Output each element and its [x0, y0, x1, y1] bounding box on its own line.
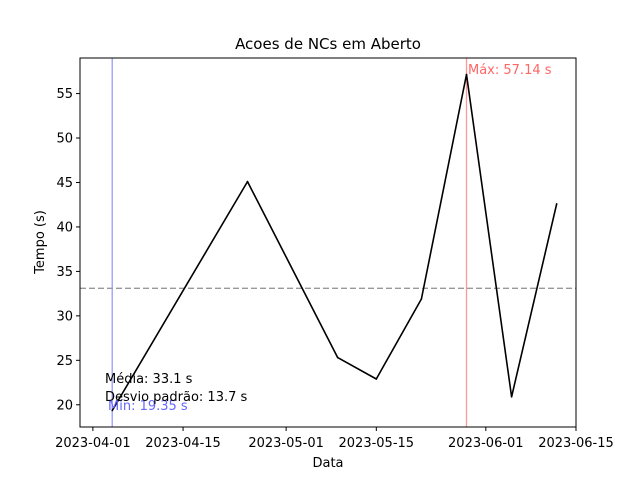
x-tick-label: 2023-05-15 [339, 436, 415, 451]
plot-area [80, 58, 576, 427]
data-point [465, 73, 468, 76]
data-point [375, 378, 378, 380]
chart-title: Acoes de NCs em Aberto [235, 35, 421, 53]
mean-annotation: Média: 33.1 s [105, 372, 193, 387]
y-tick-label: 40 [56, 220, 73, 235]
y-tick-label: 30 [56, 309, 73, 324]
std-annotation: Desvio padrão: 13.7 s [105, 390, 247, 405]
y-tick-label: 25 [56, 354, 73, 369]
x-tick-label: 2023-04-01 [55, 436, 131, 451]
axes-frame [79, 57, 577, 428]
data-point [510, 395, 513, 398]
x-tick-label: 2023-05-01 [248, 436, 324, 451]
series-line-0 [111, 73, 558, 412]
data-point [246, 180, 249, 183]
data-point [336, 356, 339, 359]
x-axis: 2023-04-01 2023-04-15 2023-05-01 2023-05-15… [55, 427, 614, 451]
x-tick-label: 2023-06-15 [538, 436, 614, 451]
y-tick-label: 55 [56, 87, 73, 102]
y-axis: 20 25 30 35 40 45 50 55 [56, 87, 80, 413]
x-axis-title: Data [312, 456, 343, 471]
min-annotation: Mín: 19.35 s [108, 399, 188, 414]
y-tick-label: 20 [56, 398, 73, 413]
data-point [111, 409, 114, 412]
y-tick-label: 35 [56, 265, 73, 280]
y-axis-title: Tempo (s) [33, 210, 48, 275]
max-annotation: Máx: 57.14 s [468, 63, 552, 78]
x-tick-label: 2023-06-01 [448, 436, 524, 451]
x-tick-label: 2023-04-15 [145, 436, 221, 451]
data-point [420, 298, 423, 300]
y-tick-label: 45 [56, 176, 73, 191]
data-point [555, 203, 558, 205]
y-tick-label: 50 [56, 132, 73, 147]
